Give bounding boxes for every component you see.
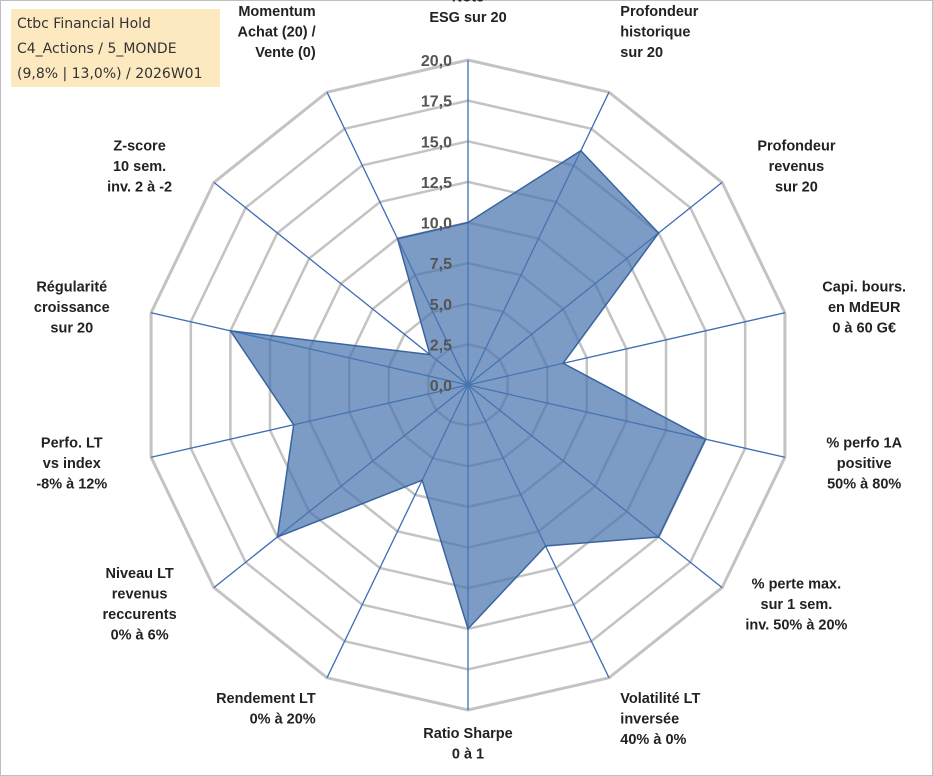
axis-label: Note ESG sur 20 xyxy=(429,0,506,26)
axis-label-line: 0% à 6% xyxy=(111,628,169,644)
radar-series xyxy=(228,149,707,631)
axis-label-line: sur 20 xyxy=(50,320,93,336)
axis-label: % perte max. sur 1 sem. inv. 50% à 20% xyxy=(745,576,847,633)
axis-label-line: Capi. bours. xyxy=(822,279,906,295)
axis-label: Rendement LT 0% à 20% xyxy=(216,691,316,728)
axis-label-line: positive xyxy=(837,456,892,472)
radar-tick-labels: 0,0 2,5 5,0 7,5 10,0 12,5 15,0 17,5 20,0 xyxy=(421,53,452,395)
axis-label-line: Z-score xyxy=(113,139,165,155)
data-point xyxy=(292,424,295,426)
axis-label-line: 40% à 0% xyxy=(620,732,686,748)
data-point xyxy=(467,628,469,630)
chart-title-box: Ctbc Financial Hold C4_Actions / 5_MONDE… xyxy=(11,9,220,87)
axis-label: Ratio Sharpe 0 à 1 xyxy=(423,726,512,763)
axis-label-line: % perfo 1A xyxy=(826,436,902,452)
data-point xyxy=(421,479,424,482)
axis-label-line: -8% à 12% xyxy=(36,477,107,493)
data-point xyxy=(580,149,582,152)
axis-label-line: sur 20 xyxy=(620,45,663,61)
data-point xyxy=(467,221,469,224)
data-point xyxy=(562,362,564,365)
axis-label-line: sur 1 sem. xyxy=(761,597,833,613)
data-point xyxy=(657,536,660,538)
axis-label-line: Niveau LT xyxy=(105,566,173,582)
axis-label-line: revenus xyxy=(112,587,168,603)
axis-label: % perfo 1A positive 50% à 80% xyxy=(826,436,902,493)
axis-label-line: Profondeur xyxy=(620,4,698,20)
axis-label-line: en MdEUR xyxy=(828,300,901,316)
radial-tick-label: 7,5 xyxy=(430,256,452,273)
axis-label-line: 0 à 1 xyxy=(452,747,484,763)
data-point xyxy=(429,353,431,356)
axis-label-line: Vente (0) xyxy=(255,45,316,61)
axis-label: Niveau LT revenus reccurents 0% à 6% xyxy=(103,566,177,644)
radial-tick-label: 17,5 xyxy=(421,94,452,111)
axis-label-line: 10 sem. xyxy=(113,159,166,175)
axis-label-line: vs index xyxy=(43,456,101,472)
radial-tick-label: 2,5 xyxy=(430,337,452,354)
title-line-params: (9,8% | 13,0%) / 2026W01 xyxy=(17,66,203,82)
radial-tick-label: 12,5 xyxy=(421,175,452,192)
radial-tick-label: 10,0 xyxy=(421,216,452,233)
axis-label-line: 0% à 20% xyxy=(250,712,316,728)
radar-axis-labels: Note ESG sur 20 Profondeur historique sur 20… xyxy=(34,0,906,763)
radial-tick-label: 0,0 xyxy=(430,378,452,395)
axis-label-line: reccurents xyxy=(103,607,177,623)
axis-label-line: revenus xyxy=(769,159,825,175)
axis-label-line: Rendement LT xyxy=(216,691,316,707)
title-line-company: Ctbc Financial Hold xyxy=(17,16,151,32)
axis-label-line: Note xyxy=(452,0,484,6)
data-point xyxy=(544,545,547,547)
axis-label-line: inversée xyxy=(620,712,679,728)
radial-tick-label: 5,0 xyxy=(430,297,452,314)
data-point xyxy=(704,438,707,441)
data-point xyxy=(396,237,399,240)
axis-label-line: 0 à 60 G€ xyxy=(832,320,896,336)
axis-label-line: inv. 2 à -2 xyxy=(107,180,172,196)
axis-label-line: historique xyxy=(620,24,690,40)
radial-tick-label: 15,0 xyxy=(421,134,452,151)
axis-spoke xyxy=(213,181,469,386)
axis-label-line: Ratio Sharpe xyxy=(423,726,512,742)
axis-label-line: Régularité xyxy=(36,279,107,295)
axis-label: Volatilité LT inversée 40% à 0% xyxy=(620,691,700,748)
axis-label-line: croissance xyxy=(34,300,110,316)
radial-tick-label: 20,0 xyxy=(421,53,452,70)
axis-label-line: Achat (20) / xyxy=(238,24,316,40)
axis-label-line: inv. 50% à 20% xyxy=(745,617,847,633)
axis-label: Capi. bours. en MdEUR 0 à 60 G€ xyxy=(822,279,906,336)
axis-label-line: 50% à 80% xyxy=(827,477,901,493)
axis-label-line: sur 20 xyxy=(775,180,818,196)
axis-label: Régularité croissance sur 20 xyxy=(34,279,110,336)
axis-label-line: Momentum xyxy=(238,4,315,20)
axis-label: Profondeur revenus sur 20 xyxy=(757,139,835,196)
data-point xyxy=(276,536,279,538)
title-line-category: C4_Actions / 5_MONDE xyxy=(17,41,177,57)
axis-label: Perfo. LT vs index -8% à 12% xyxy=(36,436,107,493)
axis-label-line: Perfo. LT xyxy=(41,436,103,452)
axis-label-line: ESG sur 20 xyxy=(429,10,506,26)
data-point xyxy=(229,330,232,332)
axis-label-line: Profondeur xyxy=(757,139,835,155)
data-point xyxy=(657,232,660,234)
axis-label: Profondeur historique sur 20 xyxy=(620,4,698,61)
axis-label-line: % perte max. xyxy=(752,576,841,592)
axis-label-line: Volatilité LT xyxy=(620,691,700,707)
axis-label: Z-score 10 sem. inv. 2 à -2 xyxy=(107,139,172,196)
axis-label: Momentum Achat (20) / Vente (0) xyxy=(238,4,316,61)
